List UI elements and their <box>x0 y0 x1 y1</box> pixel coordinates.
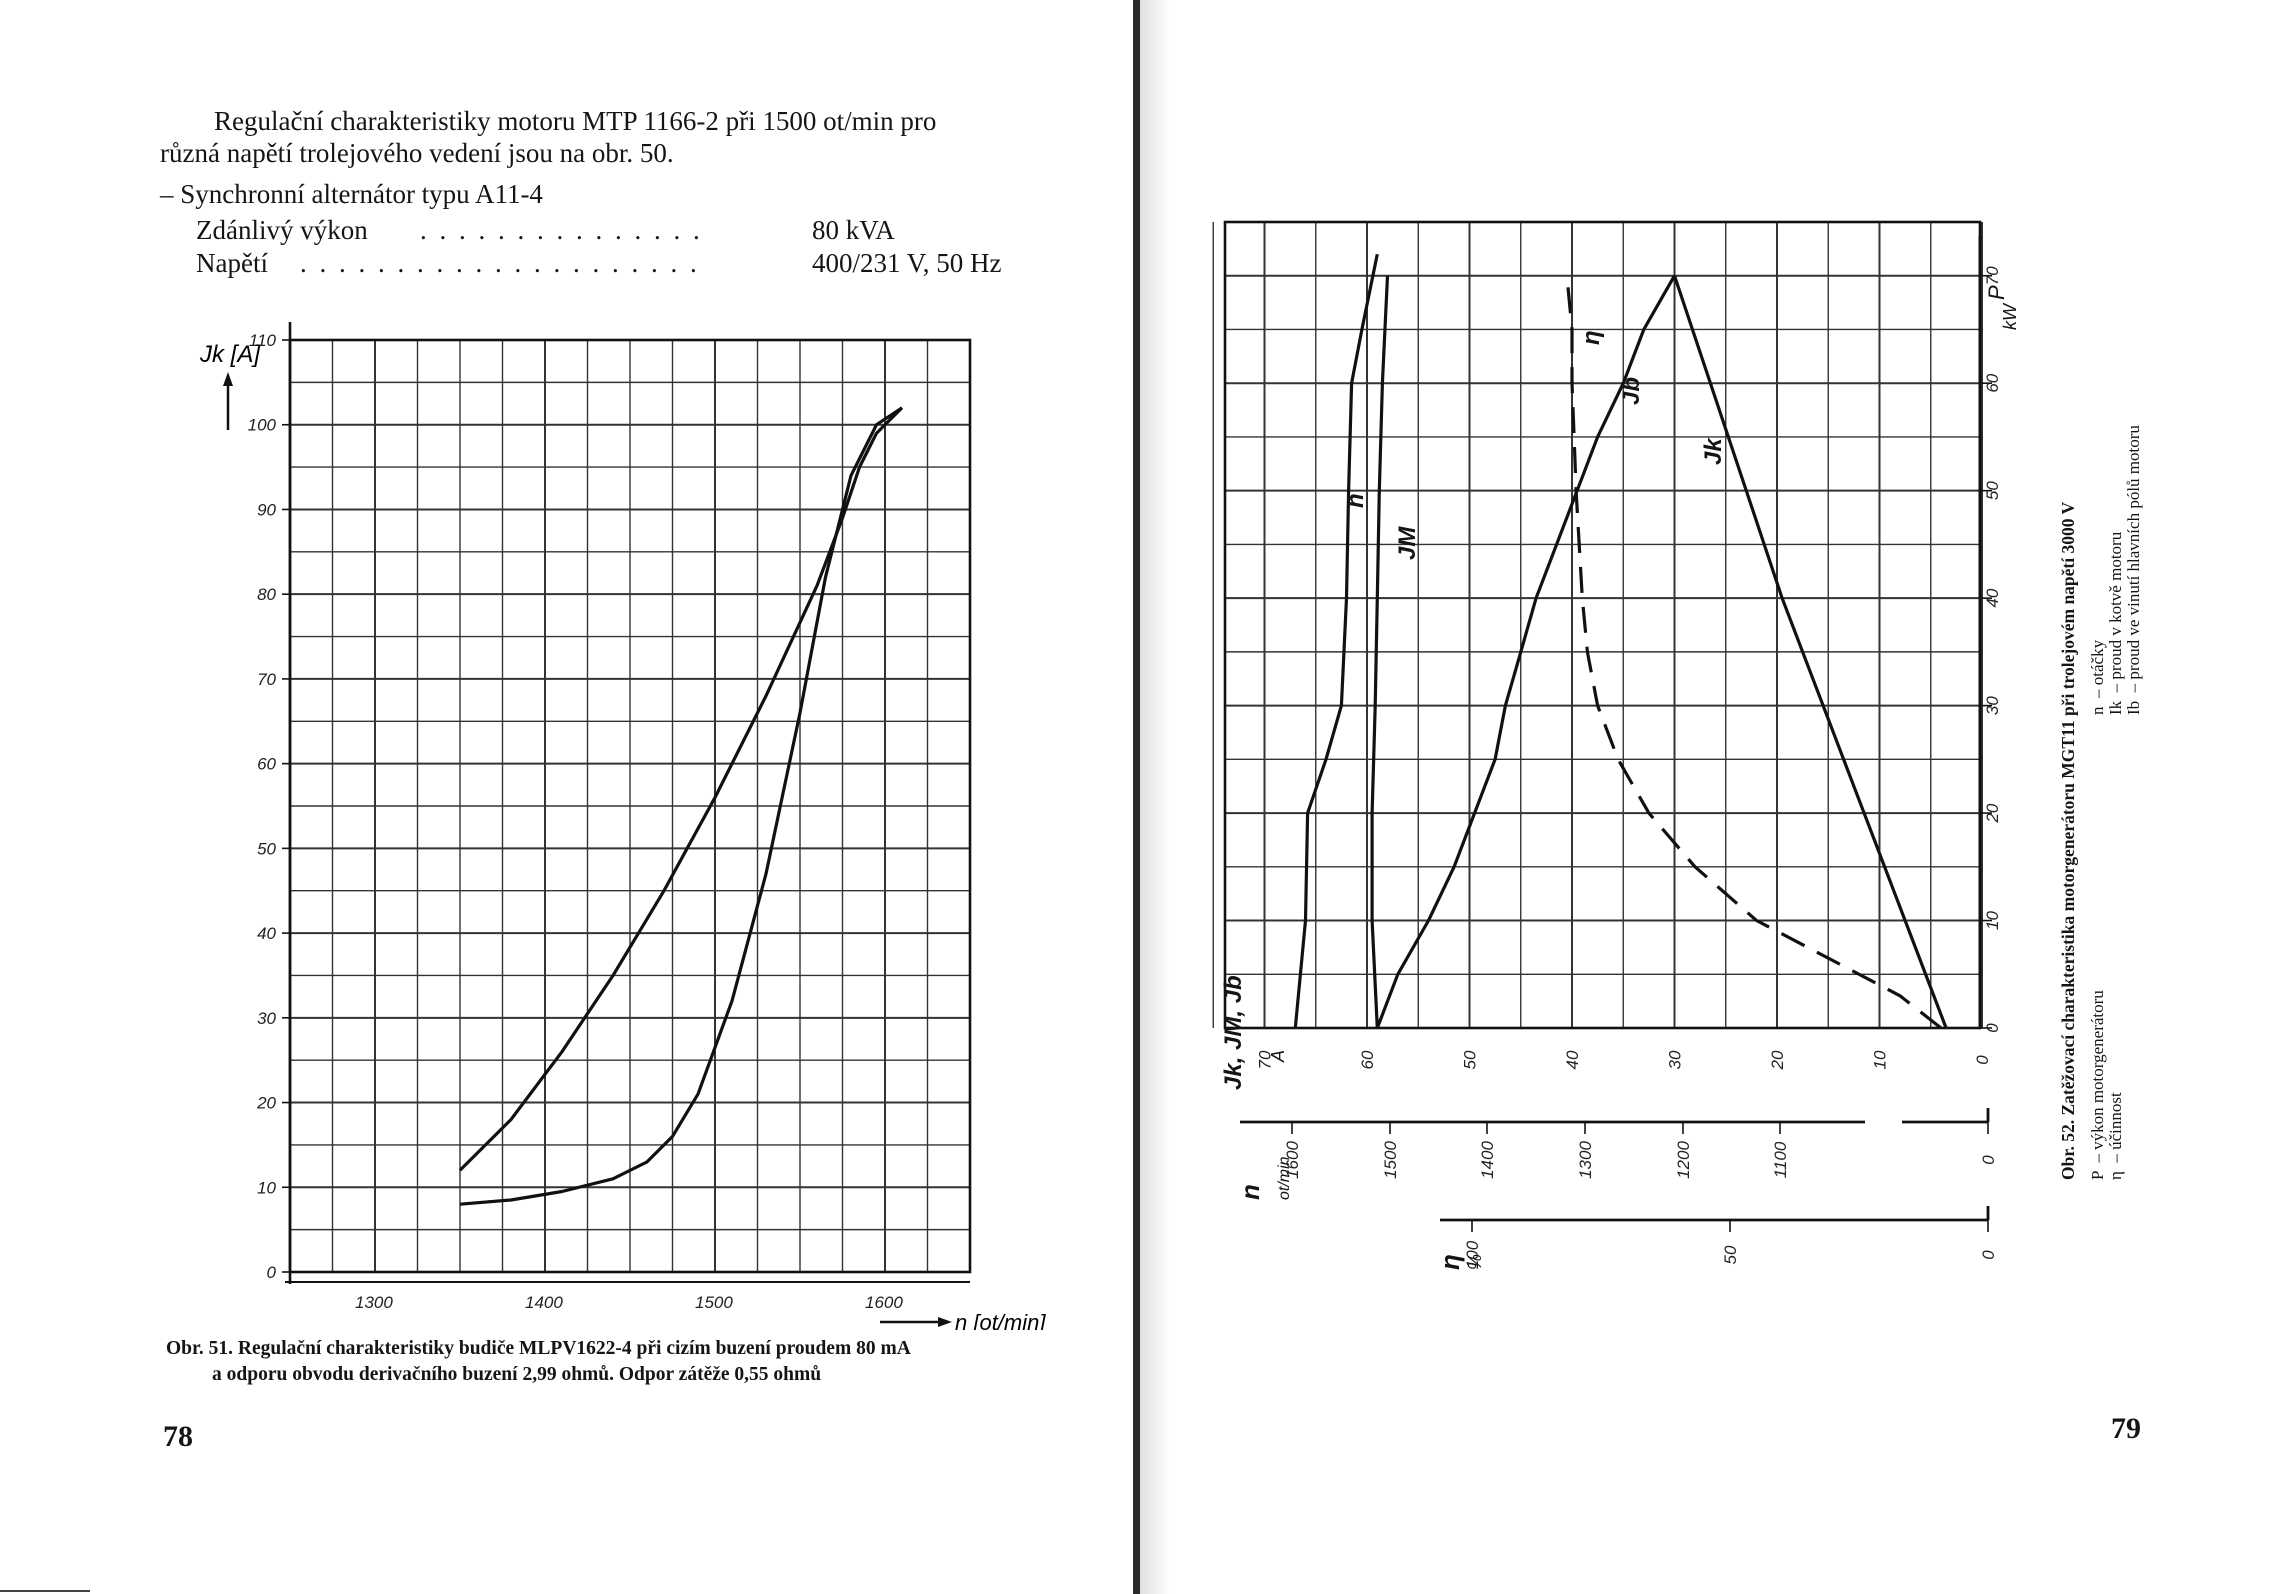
legend-line-n: n – otáčky <box>2088 639 2107 715</box>
speed-tick-label: 1500 <box>1381 1141 1400 1179</box>
current-tick-label: 30 <box>1666 1050 1685 1069</box>
y-tick-label: 30 <box>257 1009 276 1028</box>
p-tick-label: 70 <box>1983 266 2002 285</box>
speed-tick-label: 1200 <box>1674 1141 1693 1179</box>
figure-51-grid <box>285 322 972 1284</box>
y-tick-label: 10 <box>257 1178 276 1197</box>
legend-line-p: P – výkon motorgenerátoru <box>2088 990 2107 1180</box>
p-tick-label: 20 <box>1983 803 2002 823</box>
y-tick-label: 110 <box>249 331 277 350</box>
curve-jb <box>1375 274 1676 1029</box>
spine-shadow <box>1140 0 1170 1594</box>
speed-tick-label: 1100 <box>1771 1141 1790 1178</box>
intro-line-2: různá napětí trolejového vedení jsou na … <box>160 138 674 168</box>
page-number-right: 79 <box>2111 1412 2141 1445</box>
efficiency-tick-label: 50 <box>1721 1245 1740 1264</box>
y-tick-label: 70 <box>257 670 276 689</box>
figure-51-tick-labels: 0 10 20 30 40 50 60 70 80 90 100 110 1300 1400 1500 160… <box>248 331 904 1312</box>
p-tick-label: 10 <box>1983 911 2002 930</box>
current-tick-label: 70 <box>1256 1050 1275 1069</box>
x-axis-arrowhead <box>938 1317 952 1327</box>
current-tick-label: 60 <box>1358 1050 1377 1069</box>
right-page: 0 10 20 30 40 50 60 70 0 10 20 30 40 50 60 70 1600 1500 14… <box>1140 0 2272 1594</box>
spec-label-power: Zdánlivý výkon <box>196 215 368 245</box>
curve-n <box>1293 253 1379 1029</box>
efficiency-axis-unit: % <box>1465 1253 1485 1270</box>
characteristic-curve-2 <box>459 406 903 1206</box>
y-tick-label: 100 <box>248 416 277 435</box>
y-tick-label: 20 <box>256 1094 276 1113</box>
y-tick-label: 50 <box>257 839 276 858</box>
speed-tick-label: 0 <box>1979 1155 1998 1165</box>
x-tick-label: 1500 <box>695 1293 733 1312</box>
figure-51-caption-line-1: Obr. 51. Regulační charakteristiky budič… <box>166 1338 911 1359</box>
legend-line-ik: Ik – proud v kotvě motoru <box>2106 531 2125 715</box>
x-axis-label: n [ot/min] <box>955 1310 1046 1330</box>
p-axis-unit: kW <box>2000 304 2020 330</box>
curve-jk <box>1672 275 1948 1029</box>
figure-52-caption-title: Obr. 52. Zatěžovací charakteristika moto… <box>2058 501 2078 1180</box>
p-tick-label: 60 <box>1983 373 2002 392</box>
page-number-left: 78 <box>163 1420 193 1453</box>
spec-label-voltage: Napětí <box>196 248 268 278</box>
figure-52-curves <box>1293 253 1948 1030</box>
book-spine <box>1133 0 1140 1594</box>
spec-value-voltage: 400/231 V, 50 Hz <box>812 248 1002 278</box>
alternator-heading: – Synchronní alternátor typu A11-4 <box>160 179 543 209</box>
p-tick-label: 0 <box>1983 1023 2002 1033</box>
current-axis-unit: A <box>1268 1049 1288 1062</box>
p-tick-label: 30 <box>1983 696 2002 715</box>
efficiency-tick-label: 100 <box>1463 1240 1482 1269</box>
current-tick-label: 0 <box>1973 1055 1992 1065</box>
spec-dots-power: . . . . . . . . . . . . . . . <box>420 215 703 245</box>
current-tick-label: 20 <box>1768 1050 1787 1070</box>
current-tick-label: 40 <box>1563 1050 1582 1069</box>
spec-value-power: 80 kVA <box>812 215 895 245</box>
current-tick-label: 50 <box>1461 1050 1480 1069</box>
p-axis-label: P <box>1984 285 2009 300</box>
figure-52-tick-labels: 0 10 20 30 40 50 60 70 0 10 20 30 40 50 60 70 1600 1500 14… <box>1256 266 2003 1269</box>
figure-51-caption-line-2: a odporu obvodu derivačního buzení 2,99 … <box>212 1364 822 1385</box>
y-tick-label: 90 <box>257 500 276 519</box>
y-axis-arrowhead <box>223 372 233 386</box>
curve-eta <box>1565 275 1942 1030</box>
intro-line-1: Regulační charakteristiky motoru MTP 116… <box>214 106 937 136</box>
speed-tick-label: 1600 <box>1283 1141 1302 1179</box>
characteristic-curve-1 <box>458 406 904 1172</box>
curve-label-jk: Jk <box>1700 438 1727 465</box>
curve-jm <box>1370 275 1390 1029</box>
figure-52-side-scales <box>1240 1108 1990 1232</box>
spec-dots-voltage: . . . . . . . . . . . . . . . . . . . . … <box>300 248 700 278</box>
current-axis-label: Jk, JM, Jb <box>1220 975 1247 1090</box>
efficiency-axis-label: η <box>1435 1254 1465 1270</box>
curve-label-eta: η <box>1578 330 1605 345</box>
legend-line-eta: η – účinnost <box>2106 1092 2125 1180</box>
p-tick-label: 50 <box>1983 481 2002 500</box>
current-tick-label: 10 <box>1871 1050 1890 1069</box>
bottom-rule <box>0 1590 90 1592</box>
figure-51-curves <box>458 406 904 1206</box>
x-tick-label: 1300 <box>355 1293 393 1312</box>
curve-label-n: n <box>1342 493 1369 508</box>
y-tick-label: 60 <box>257 755 276 774</box>
curve-label-jb: Jb <box>1618 376 1645 405</box>
y-tick-label: 80 <box>257 585 276 604</box>
speed-tick-label: 1400 <box>1478 1141 1497 1179</box>
figure-52-chart: 0 10 20 30 40 50 60 70 0 10 20 30 40 50 60 70 1600 1500 14… <box>1212 220 2003 1269</box>
speed-tick-label: 1300 <box>1576 1141 1595 1179</box>
legend-line-ib: Ib – proud ve vinutí hlavních pólů motor… <box>2124 425 2143 715</box>
y-tick-label: 0 <box>267 1263 277 1282</box>
left-page: Regulační charakteristiky motoru MTP 116… <box>0 0 1133 1594</box>
speed-axis-unit: ot/min <box>1276 1156 1293 1200</box>
y-tick-label: 40 <box>257 924 276 943</box>
curve-label-jm: JM <box>1394 526 1421 560</box>
x-tick-label: 1600 <box>865 1293 903 1312</box>
figure-51-chart: 0 10 20 30 40 50 60 70 80 90 100 110 1300 1400 1500 160… <box>199 322 1046 1330</box>
speed-axis-label: n <box>1235 1184 1265 1200</box>
efficiency-tick-label: 0 <box>1979 1250 1998 1260</box>
p-tick-label: 40 <box>1983 588 2002 607</box>
x-tick-label: 1400 <box>525 1293 563 1312</box>
y-axis-label: Jk [A] <box>199 341 261 368</box>
